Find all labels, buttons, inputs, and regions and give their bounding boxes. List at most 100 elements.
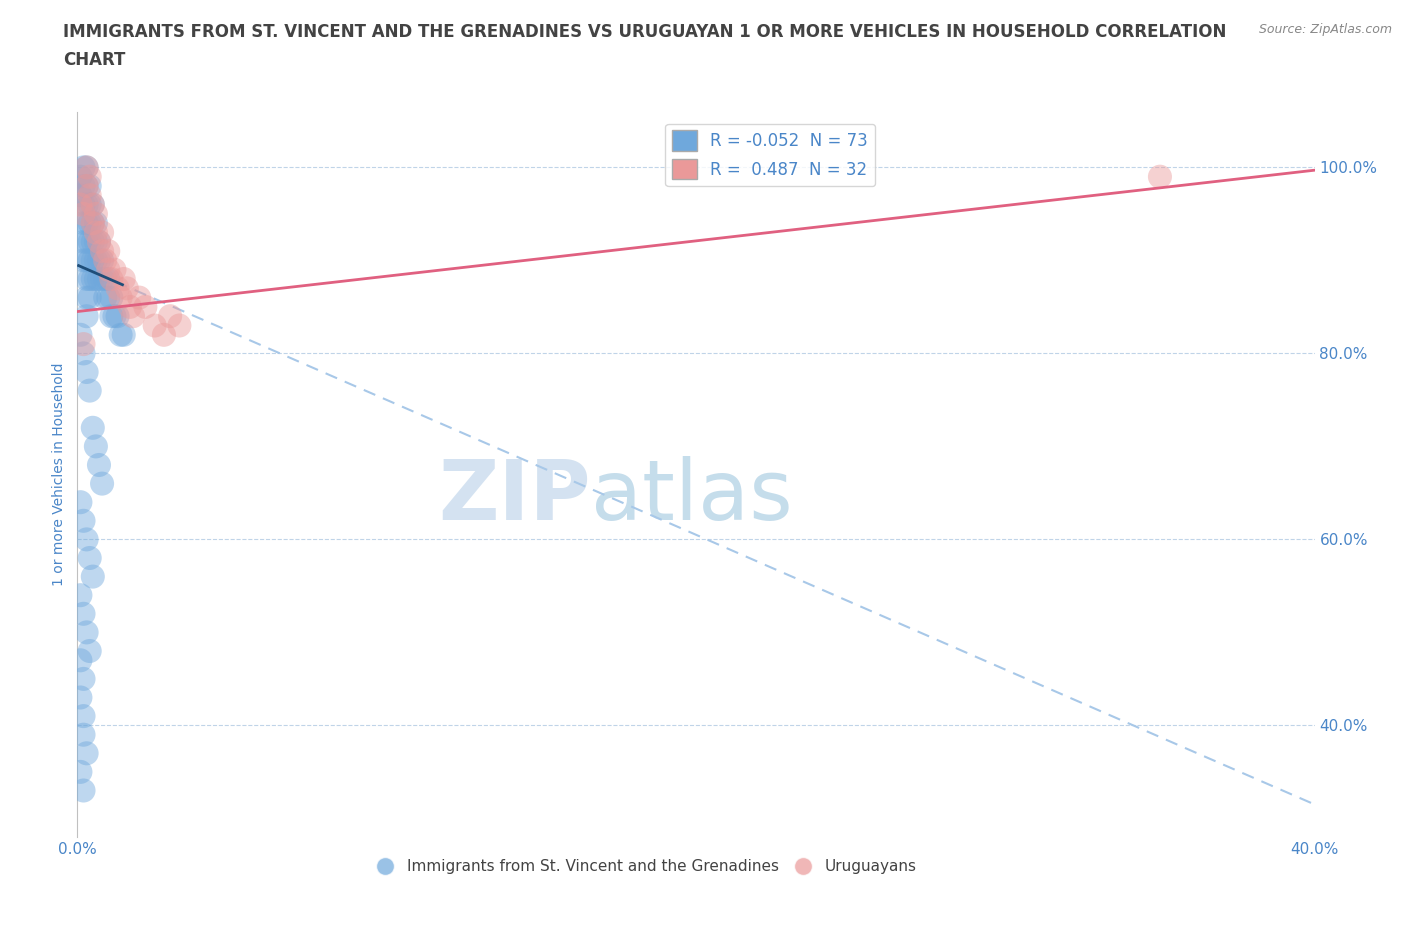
Point: [76, 532, 98, 547]
Point: [82, 272, 104, 286]
Point: [76, 253, 98, 268]
Point: [76, 234, 98, 249]
Point: [122, 309, 145, 324]
Point: [100, 290, 122, 305]
Point: [87, 234, 110, 249]
Point: [72, 727, 94, 742]
Text: CHART: CHART: [63, 51, 125, 69]
Text: atlas: atlas: [591, 456, 793, 537]
Point: [87, 458, 110, 472]
Point: [82, 197, 104, 212]
Point: [84, 272, 107, 286]
Text: Source: ZipAtlas.com: Source: ZipAtlas.com: [1258, 23, 1392, 36]
Point: [69, 169, 91, 184]
Point: [72, 513, 94, 528]
Point: [79, 272, 101, 286]
Point: [69, 588, 91, 603]
Point: [118, 299, 141, 314]
Y-axis label: 1 or more Vehicles in Household: 1 or more Vehicles in Household: [52, 363, 66, 586]
Point: [69, 653, 91, 668]
Point: [76, 365, 98, 379]
Point: [84, 234, 107, 249]
Point: [72, 337, 94, 352]
Point: [134, 299, 156, 314]
Point: [87, 272, 110, 286]
Point: [79, 253, 101, 268]
Point: [69, 764, 91, 779]
Point: [91, 476, 114, 491]
Point: [169, 318, 191, 333]
Point: [69, 327, 91, 342]
Point: [1149, 169, 1171, 184]
Point: [79, 234, 101, 249]
Point: [87, 253, 110, 268]
Point: [82, 216, 104, 231]
Point: [72, 671, 94, 686]
Point: [72, 234, 94, 249]
Point: [91, 244, 114, 259]
Point: [72, 216, 94, 231]
Point: [69, 197, 91, 212]
Point: [76, 746, 98, 761]
Point: [82, 253, 104, 268]
Legend: Immigrants from St. Vincent and the Grenadines, Uruguayans: Immigrants from St. Vincent and the Gren…: [370, 853, 922, 880]
Point: [72, 206, 94, 221]
Text: IMMIGRANTS FROM ST. VINCENT AND THE GRENADINES VS URUGUAYAN 1 OR MORE VEHICLES I: IMMIGRANTS FROM ST. VINCENT AND THE GREN…: [63, 23, 1226, 41]
Point: [97, 290, 120, 305]
Point: [103, 262, 125, 277]
Point: [76, 625, 98, 640]
Point: [79, 644, 101, 658]
Point: [94, 290, 117, 305]
Point: [110, 327, 132, 342]
Point: [76, 290, 98, 305]
Point: [107, 281, 129, 296]
Point: [110, 290, 132, 305]
Point: [128, 290, 150, 305]
Point: [72, 197, 94, 212]
Point: [79, 169, 101, 184]
Point: [115, 281, 138, 296]
Point: [84, 206, 107, 221]
Point: [72, 606, 94, 621]
Point: [79, 188, 101, 203]
Point: [79, 551, 101, 565]
Point: [76, 272, 98, 286]
Point: [100, 272, 122, 286]
Point: [112, 327, 135, 342]
Point: [91, 272, 114, 286]
Point: [72, 179, 94, 193]
Point: [82, 197, 104, 212]
Point: [72, 709, 94, 724]
Point: [76, 309, 98, 324]
Point: [112, 272, 135, 286]
Point: [69, 495, 91, 510]
Point: [79, 290, 101, 305]
Point: [91, 225, 114, 240]
Point: [79, 383, 101, 398]
Point: [76, 216, 98, 231]
Point: [82, 420, 104, 435]
Point: [84, 439, 107, 454]
Text: ZIP: ZIP: [439, 456, 591, 537]
Point: [94, 253, 117, 268]
Point: [84, 216, 107, 231]
Point: [69, 690, 91, 705]
Point: [82, 234, 104, 249]
Point: [143, 318, 166, 333]
Point: [72, 783, 94, 798]
Point: [82, 569, 104, 584]
Point: [97, 244, 120, 259]
Point: [153, 327, 176, 342]
Point: [100, 309, 122, 324]
Point: [76, 160, 98, 175]
Point: [79, 216, 101, 231]
Point: [97, 272, 120, 286]
Point: [84, 253, 107, 268]
Point: [72, 346, 94, 361]
Point: [79, 197, 101, 212]
Point: [91, 253, 114, 268]
Point: [76, 179, 98, 193]
Point: [82, 216, 104, 231]
Point: [159, 309, 181, 324]
Point: [87, 234, 110, 249]
